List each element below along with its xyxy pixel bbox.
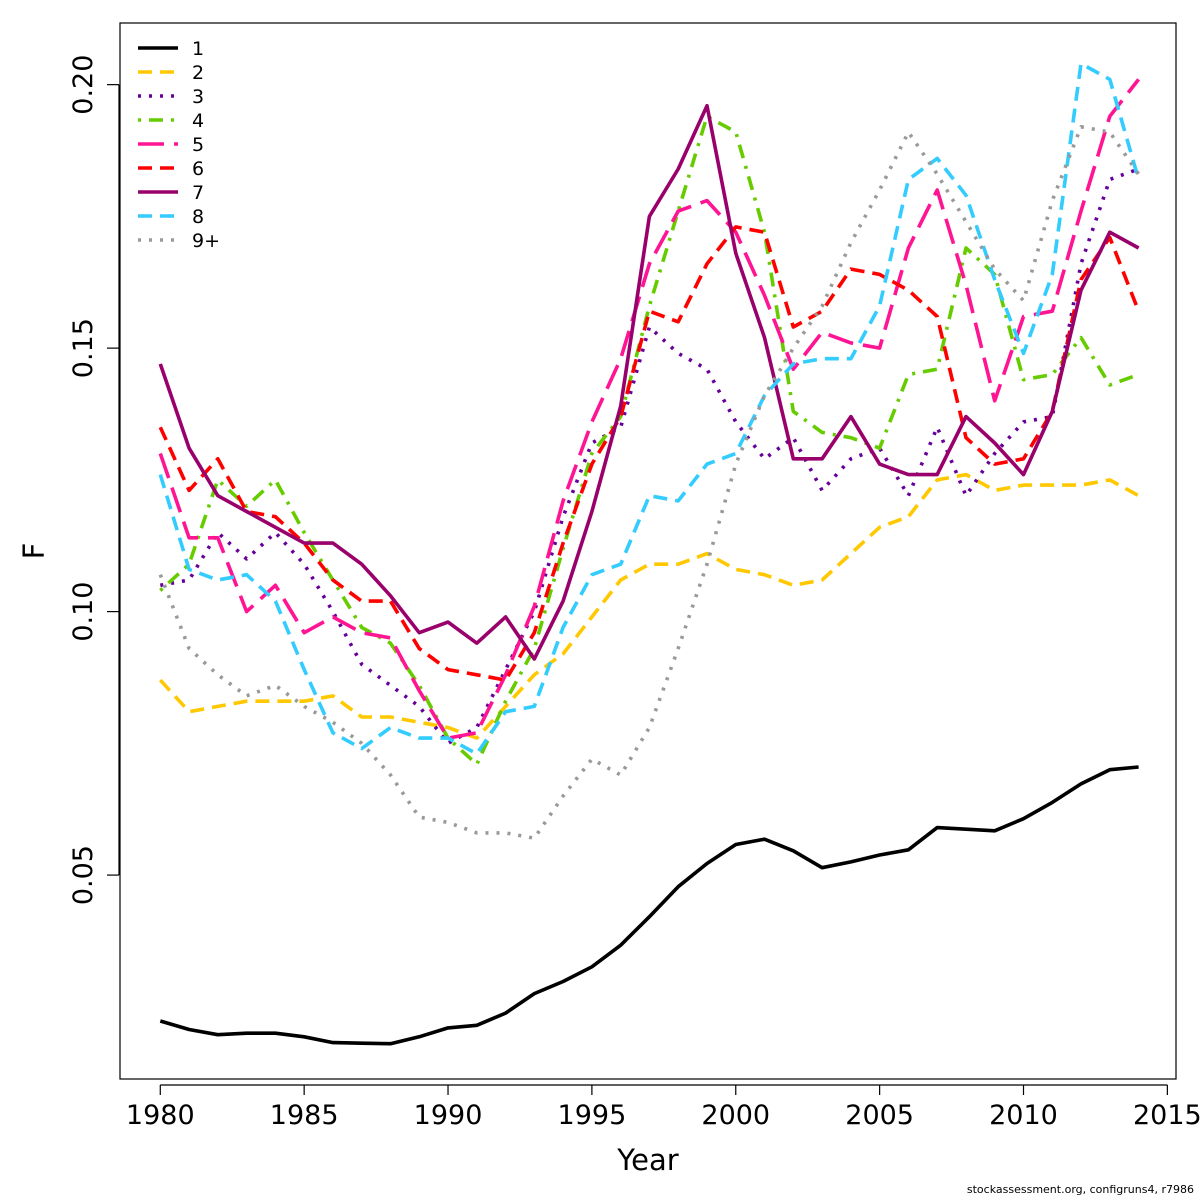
x-axis: 1980 1985 1990 1995 2000 2005 2010 2015 <box>126 1084 1200 1131</box>
x-tick-label: 2010 <box>989 1100 1058 1131</box>
x-tick-label: 1990 <box>414 1100 483 1131</box>
legend-label-2: 2 <box>192 62 204 84</box>
series-line-7 <box>158 103 1140 661</box>
legend-label-7: 7 <box>192 182 204 204</box>
y-tick-label: 0.15 <box>68 318 99 378</box>
legend-label-3: 3 <box>192 86 204 108</box>
y-axis: 0.05 0.10 0.15 0.20 <box>68 55 120 905</box>
series-line-8 <box>158 61 1141 756</box>
x-tick-label: 1995 <box>558 1100 627 1131</box>
legend-label-5: 5 <box>192 134 204 156</box>
series-line-2 <box>158 472 1140 740</box>
series-line-5 <box>158 78 1141 740</box>
x-axis-title: Year <box>616 1143 678 1177</box>
footer-note: stockassessment.org, configruns4, r7986 <box>966 1183 1194 1196</box>
x-tick-label: 1980 <box>126 1100 195 1131</box>
legend-label-8: 8 <box>192 206 204 228</box>
series-line-1 <box>159 765 1139 1046</box>
x-tick-label: 2000 <box>701 1100 770 1131</box>
x-tick-label: 2005 <box>845 1100 914 1131</box>
y-tick-label: 0.10 <box>68 582 99 642</box>
y-tick-label: 0.05 <box>68 845 99 905</box>
legend-label-6: 6 <box>192 158 204 180</box>
legend-label-1: 1 <box>192 38 204 60</box>
series-line-6 <box>158 225 1141 682</box>
series-layer <box>158 61 1141 1046</box>
plot-frame <box>119 22 1177 1080</box>
series-line-3 <box>159 167 1140 746</box>
series-line-9 <box>158 125 1141 841</box>
x-tick-label: 1985 <box>270 1100 339 1131</box>
y-tick-label: 0.20 <box>68 55 99 115</box>
x-tick-label: 2015 <box>1133 1100 1200 1131</box>
y-axis-title: F <box>17 543 51 560</box>
legend-label-9: 9+ <box>192 230 220 252</box>
legend-label-4: 4 <box>192 110 204 132</box>
